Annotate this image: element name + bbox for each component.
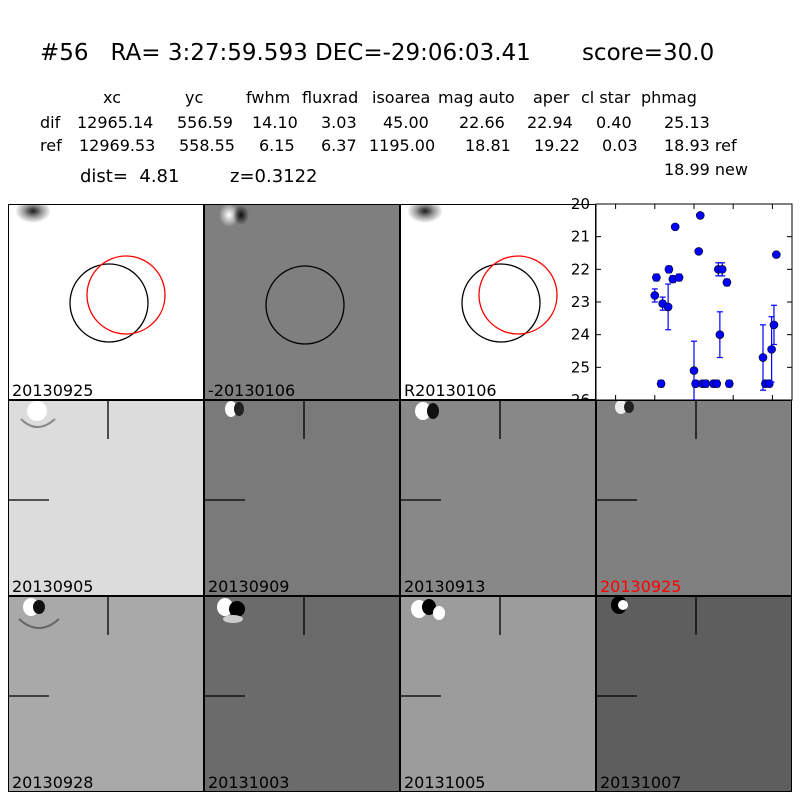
stamp-graphic xyxy=(597,401,697,501)
stamp-graphic xyxy=(205,401,305,501)
redshift-value: z=0.3122 xyxy=(230,166,318,187)
data-point xyxy=(652,273,661,282)
dif-isoarea: 45.00 xyxy=(383,113,429,132)
ref-isoarea: 1195.00 xyxy=(369,136,436,155)
stamp-label: 20130905 xyxy=(12,577,94,596)
row-label-ref: ref xyxy=(40,136,62,155)
data-point xyxy=(772,250,781,259)
stamp-label: 20130909 xyxy=(208,577,290,596)
ref-mag-auto: 18.81 xyxy=(465,136,511,155)
stamp-label: 20130925 xyxy=(12,381,94,400)
dif-fluxrad: 3.03 xyxy=(321,113,357,132)
dist-value: dist= 4.81 xyxy=(80,166,180,187)
col-header-fwhm: fwhm xyxy=(246,88,291,107)
stamp-epoch: 20130928 xyxy=(8,596,204,792)
stamp-epoch: 20130909 xyxy=(204,400,400,596)
col-header-cl-star: cl star xyxy=(581,88,631,107)
data-point xyxy=(701,379,711,388)
y-tick-label: 20 xyxy=(571,195,590,213)
data-point xyxy=(712,379,722,388)
dif-xc: 12965.14 xyxy=(77,113,154,132)
data-point xyxy=(670,222,680,232)
light-curve-plot: 20212223242526−100−50050100 xyxy=(571,195,793,421)
phmag-new: 18.99 new xyxy=(664,160,748,179)
stamp-epoch: 20131007 xyxy=(596,596,792,792)
ref-cl-star: 0.03 xyxy=(602,136,638,155)
data-point xyxy=(664,265,674,274)
stamp-difference-image: -20130106 xyxy=(204,204,400,400)
data-point xyxy=(650,291,660,300)
light-curve-svg: 20212223242526−100−50050100 xyxy=(571,195,793,421)
dif-fwhm: 14.10 xyxy=(252,113,298,132)
stamp-epoch: 20130913 xyxy=(400,400,596,596)
dif-yc: 556.59 xyxy=(177,113,233,132)
data-point xyxy=(722,278,732,287)
stamp-reference-image: R20130106 xyxy=(400,204,596,400)
stamp-graphic xyxy=(219,205,345,345)
data-point xyxy=(695,211,705,220)
ref-fwhm: 6.15 xyxy=(259,136,295,155)
data-point xyxy=(767,345,776,354)
data-point xyxy=(656,379,666,388)
dif-phmag: 25.13 xyxy=(664,113,710,132)
ref-phmag: 18.93 ref xyxy=(664,136,737,155)
col-header-yc: yc xyxy=(185,88,204,107)
stamp-label: 20131007 xyxy=(600,773,682,792)
y-tick-label: 22 xyxy=(571,260,590,278)
stamp-graphic xyxy=(15,205,166,343)
y-tick-label: 21 xyxy=(571,228,590,246)
stamp-new-image: 20130925 xyxy=(8,204,204,400)
data-point xyxy=(689,366,699,375)
stamp-epoch: 20131005 xyxy=(400,596,596,792)
col-header-fluxrad: fluxrad xyxy=(302,88,359,107)
data-point xyxy=(694,247,704,256)
stamp-label: 20131005 xyxy=(404,773,486,792)
y-tick-label: 25 xyxy=(571,358,590,376)
stamp-label: R20130106 xyxy=(404,381,497,400)
stamp-graphic xyxy=(401,401,501,501)
stamp-label: 20130913 xyxy=(404,577,486,596)
stamp-label: 20130928 xyxy=(12,773,94,792)
stamp-epoch: 20130905 xyxy=(8,400,204,596)
dif-aper: 22.94 xyxy=(527,113,573,132)
dif-cl-star: 0.40 xyxy=(596,113,632,132)
col-header-aper: aper xyxy=(533,88,570,107)
stamp-label: 20131003 xyxy=(208,773,290,792)
stamp-graphic xyxy=(9,597,109,697)
stamp-graphic xyxy=(597,597,697,697)
stamp-graphic xyxy=(407,205,558,343)
stamp-graphic xyxy=(9,401,109,501)
stamp-graphic xyxy=(401,597,501,697)
data-point xyxy=(715,330,725,339)
data-point xyxy=(663,302,673,312)
data-point xyxy=(674,273,684,282)
stamp-epoch: 20131003 xyxy=(204,596,400,792)
col-header-xc: xc xyxy=(103,88,121,107)
stamp-label: 20130925 xyxy=(600,577,682,596)
y-tick-label: 23 xyxy=(571,293,590,311)
data-point xyxy=(758,353,768,362)
y-tick-label: 24 xyxy=(571,326,590,344)
stamp-label: -20130106 xyxy=(208,381,296,400)
candidate-title: #56 RA= 3:27:59.593 DEC=-29:06:03.41 sco… xyxy=(40,40,715,66)
col-header-mag-auto: mag auto xyxy=(438,88,515,107)
data-point xyxy=(769,320,779,330)
data-point xyxy=(717,265,727,274)
col-header-isoarea: isoarea xyxy=(372,88,431,107)
dif-mag-auto: 22.66 xyxy=(459,113,505,132)
ref-fluxrad: 6.37 xyxy=(321,136,357,155)
stamp-graphic xyxy=(205,597,305,697)
row-label-dif: dif xyxy=(40,113,61,132)
ref-xc: 12969.53 xyxy=(79,136,156,155)
ref-yc: 558.55 xyxy=(179,136,235,155)
stamp-epoch-current: 20130925 xyxy=(596,400,792,596)
ref-aper: 19.22 xyxy=(534,136,580,155)
col-header-phmag: phmag xyxy=(641,88,697,107)
data-point xyxy=(724,379,734,388)
